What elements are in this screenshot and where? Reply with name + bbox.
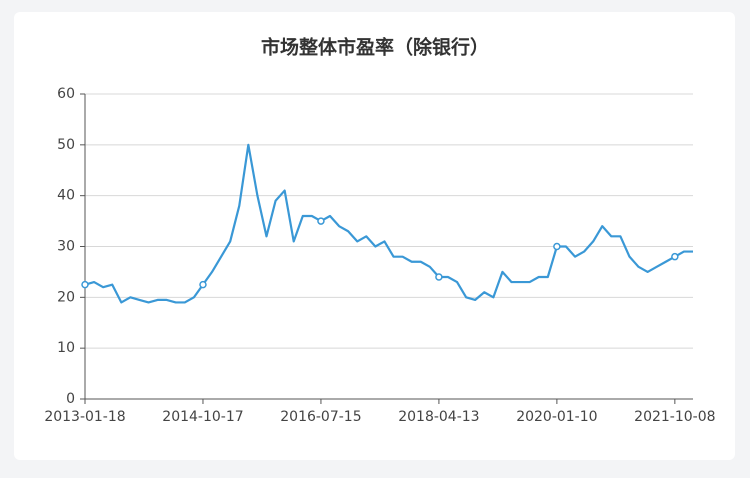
- y-tick-label: 60: [57, 86, 75, 102]
- y-tick-label: 30: [57, 239, 75, 255]
- y-tick-label: 10: [57, 340, 75, 356]
- data-point: [435, 273, 443, 281]
- x-tick-label: 2018-04-13: [398, 409, 479, 425]
- x-tick-label: 2021-10-08: [634, 409, 715, 425]
- x-tick-label: 2016-07-15: [280, 409, 361, 425]
- chart-title: 市场整体市盈率（除银行）: [261, 36, 489, 59]
- data-point: [81, 280, 89, 289]
- y-tick-label: 40: [57, 188, 75, 204]
- data-point: [199, 280, 207, 289]
- y-tick-label: 0: [66, 391, 75, 407]
- y-tick-label: 20: [57, 289, 75, 305]
- x-tick-label: 2014-10-17: [162, 409, 243, 425]
- data-line: [84, 143, 693, 304]
- data-point: [671, 252, 679, 261]
- x-tick-label: 2020-01-10: [516, 409, 597, 425]
- y-tick-label: 50: [57, 137, 75, 153]
- x-tick-label: 2013-01-18: [44, 409, 125, 425]
- data-point: [553, 242, 561, 251]
- data-point: [317, 217, 325, 225]
